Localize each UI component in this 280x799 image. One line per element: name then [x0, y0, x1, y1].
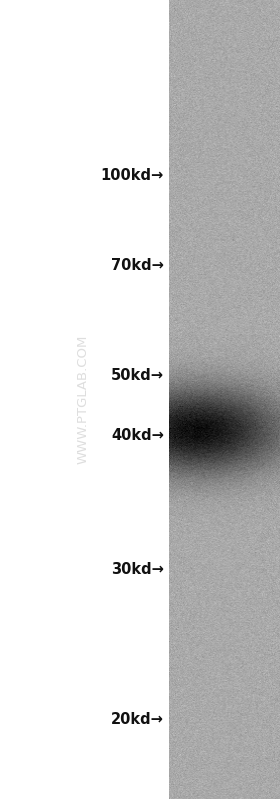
Text: 50kd→: 50kd→ — [111, 368, 164, 383]
Text: 100kd→: 100kd→ — [101, 168, 164, 182]
Text: 30kd→: 30kd→ — [111, 562, 164, 578]
Text: WWW.PTGLAB.COM: WWW.PTGLAB.COM — [76, 335, 89, 464]
Text: 70kd→: 70kd→ — [111, 257, 164, 272]
Text: 40kd→: 40kd→ — [111, 427, 164, 443]
Text: 20kd→: 20kd→ — [111, 713, 164, 728]
